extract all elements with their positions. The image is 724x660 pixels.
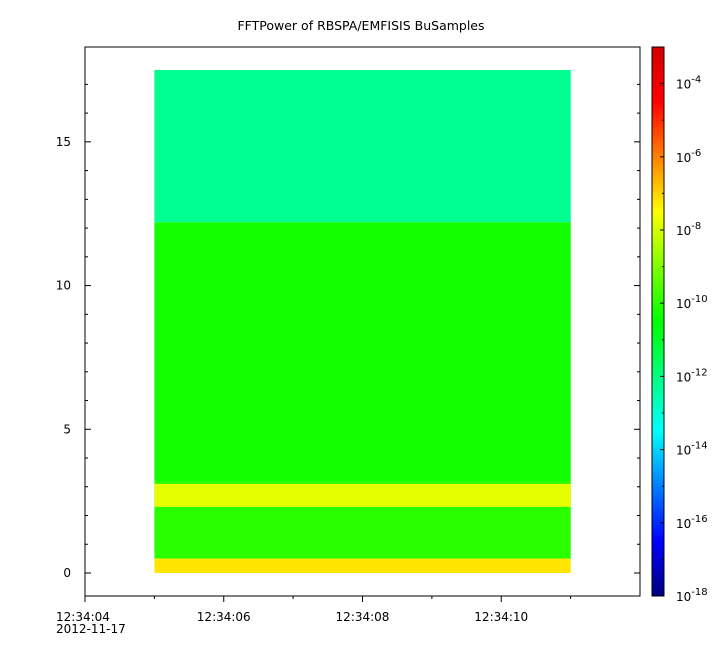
- colorbar-tick-base: 10: [676, 444, 691, 458]
- x-date-label: 2012-11-17: [56, 622, 126, 636]
- colorbar-tick-exponent: -14: [691, 441, 707, 452]
- colorbar-tick-exponent: -18: [691, 587, 707, 598]
- heatmap-band: [154, 70, 571, 223]
- colorbar-tick-base: 10: [676, 224, 691, 238]
- heatmap-band: [154, 222, 571, 482]
- x-tick-label: 12:34:10: [474, 610, 528, 624]
- colorbar-tick-label: 10-4: [676, 75, 701, 92]
- colorbar-tick-label: 10-16: [676, 514, 708, 531]
- y-tick-label: 10: [56, 279, 71, 293]
- y-tick-label: 15: [56, 135, 71, 149]
- colorbar-tick-exponent: -12: [691, 367, 707, 378]
- heatmap-layer: [154, 70, 571, 573]
- colorbar-tick-label: 10-12: [676, 367, 708, 384]
- colorbar-tick-base: 10: [676, 590, 691, 604]
- x-tick-label: 12:34:08: [336, 610, 390, 624]
- x-tick-label: 12:34:04: [56, 610, 110, 624]
- colorbar-tick-label: 10-8: [676, 221, 701, 238]
- colorbar-tick-base: 10: [676, 370, 691, 384]
- colorbar-tick-exponent: -6: [691, 148, 701, 159]
- colorbar-tick-exponent: -10: [691, 294, 707, 305]
- colorbar-tick-label: 10-10: [676, 294, 708, 311]
- heatmap-band: [154, 483, 571, 507]
- colorbar-tick-exponent: -4: [691, 75, 701, 86]
- y-tick-label: 0: [63, 566, 71, 580]
- colorbar-bar: [651, 46, 665, 597]
- colorbar-tick-base: 10: [676, 297, 691, 311]
- colorbar-tick-label: 10-18: [676, 587, 708, 604]
- axis-layer: 12:34:04 12:34:06 12:34:08 12:34:10 0 5 10 15: [56, 83, 640, 624]
- heatmap-band: [154, 558, 571, 573]
- y-tick-label: 5: [63, 422, 71, 436]
- x-tick-label: 12:34:06: [197, 610, 251, 624]
- colorbar-tick-base: 10: [676, 151, 691, 165]
- colorbar-tick-label: 10-14: [676, 441, 708, 458]
- colorbar-tick-exponent: -16: [691, 514, 707, 525]
- colorbar-tick-exponent: -8: [691, 221, 701, 232]
- colorbar-tick-base: 10: [676, 517, 691, 531]
- chart-title: FFTPower of RBSPA/EMFISIS BuSamples: [237, 18, 484, 33]
- colorbar-tick-label: 10-6: [676, 148, 701, 165]
- colorbar-tick-base: 10: [676, 78, 691, 92]
